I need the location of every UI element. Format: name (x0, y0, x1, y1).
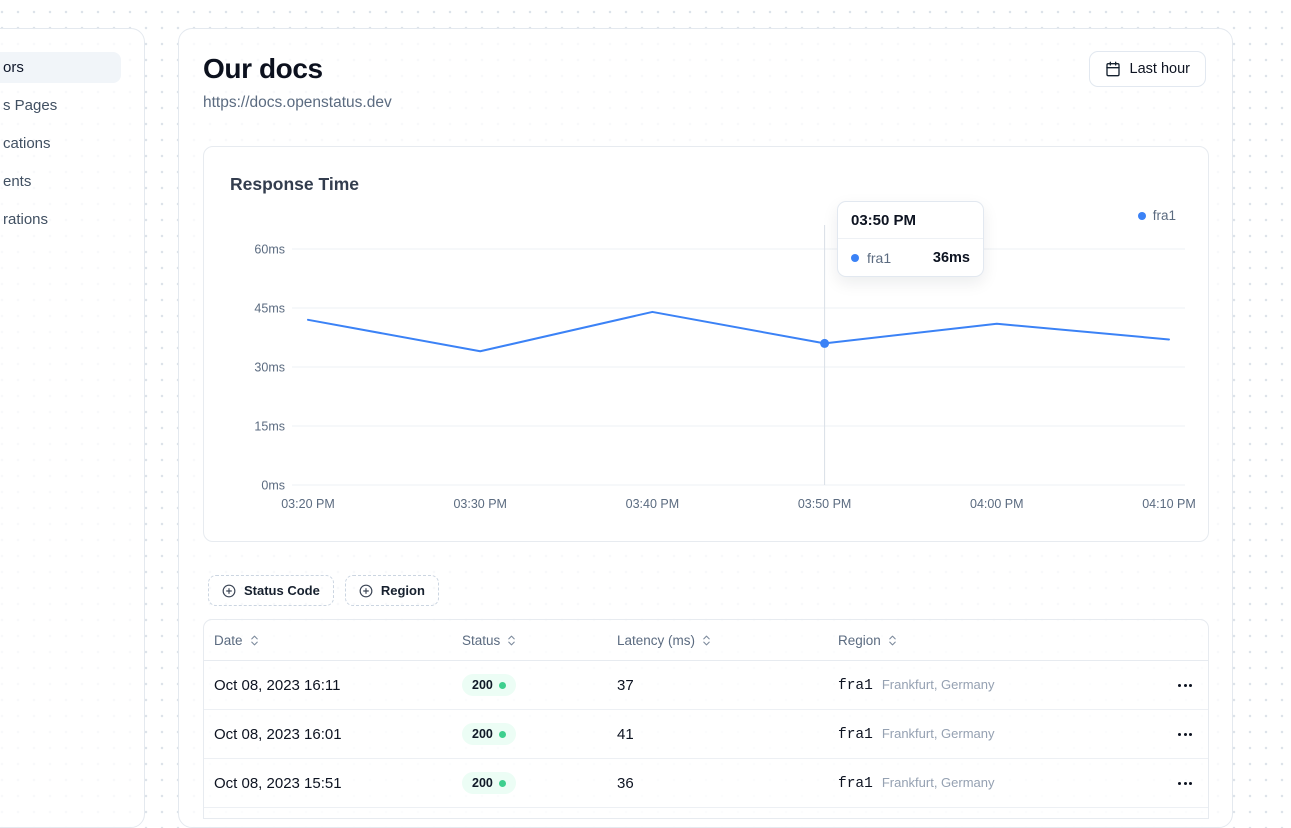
response-time-card: Response Time fra1 0ms 15ms 30ms 45ms 60ms 03… (203, 146, 1209, 542)
region-filter-button[interactable]: Region (344, 575, 439, 606)
table-row[interactable]: Oct 08, 2023 16:11 200 37 fra1 Frankfurt… (204, 661, 1208, 710)
sidebar-item-monitors[interactable]: ors (0, 52, 121, 83)
status-ok-dot (498, 681, 506, 689)
region-code: fra1 (838, 726, 873, 743)
cell-region: fra1 Frankfurt, Germany (838, 677, 1160, 694)
table-filters: Status Code Region (208, 575, 439, 606)
sidebar-item-integrations[interactable]: rations (0, 204, 121, 235)
sidebar-item-label: cations (3, 135, 51, 152)
legend-series-label: fra1 (1152, 208, 1176, 223)
cell-latency: 36 (617, 774, 634, 792)
column-header-region[interactable]: Region (838, 633, 1160, 648)
sidebar-item-label: ents (3, 173, 32, 190)
page-title: Our docs (203, 53, 323, 84)
cell-latency: 37 (617, 676, 634, 694)
cell-region: fra1 Frankfurt, Germany (838, 775, 1160, 792)
plus-circle-icon (359, 584, 373, 598)
status-ok-dot (498, 779, 506, 787)
page-header: Our docs https://docs.openstatus.dev (203, 53, 392, 112)
status-badge: 200 (462, 674, 516, 696)
y-tick-label: 45ms (254, 302, 285, 316)
sidebar: ors s Pages cations ents rations (0, 28, 145, 828)
tooltip-series-row: fra1 36ms (838, 239, 983, 276)
row-menu-button[interactable] (1176, 727, 1194, 742)
more-horizontal-icon (1178, 732, 1181, 736)
status-ok-dot (498, 730, 506, 738)
region-code: fra1 (838, 677, 873, 694)
status-badge: 200 (462, 772, 516, 794)
x-tick-label: 04:00 PM (970, 497, 1024, 511)
sidebar-nav-list: ors s Pages cations ents rations (0, 29, 144, 235)
status-code-filter-button[interactable]: Status Code (208, 575, 334, 606)
time-range-button[interactable]: Last hour (1088, 51, 1206, 87)
sidebar-item-label: s Pages (3, 97, 58, 114)
x-tick-label: 04:10 PM (1142, 497, 1196, 511)
x-tick-label: 03:20 PM (281, 497, 335, 511)
chevrons-up-down-icon (700, 634, 713, 647)
cell-region: fra1 Frankfurt, Germany (838, 726, 1160, 743)
column-header-latency[interactable]: Latency (ms) (617, 633, 838, 648)
region-name: Frankfurt, Germany (881, 774, 995, 790)
y-tick-label: 60ms (254, 243, 285, 257)
y-tick-label: 15ms (254, 420, 285, 434)
response-time-line (307, 310, 1170, 353)
row-menu-button[interactable] (1176, 776, 1194, 791)
more-horizontal-icon (1178, 781, 1181, 785)
sidebar-item-incidents[interactable]: ents (0, 166, 121, 197)
cell-date: Oct 08, 2023 16:01 (214, 725, 342, 743)
region-name: Frankfurt, Germany (881, 725, 995, 741)
y-tick-label: 30ms (254, 361, 285, 375)
response-time-plot[interactable]: 0ms 15ms 30ms 45ms 60ms 03:20 PM 03:30 PM 03:40… (204, 147, 1210, 543)
x-tick-label: 03:30 PM (453, 497, 507, 511)
tooltip-series-name: fra1 (867, 249, 892, 266)
monitor-url: https://docs.openstatus.dev (203, 94, 392, 111)
time-range-label: Last hour (1129, 61, 1190, 77)
monitor-detail-panel: Our docs https://docs.openstatus.dev Las… (178, 28, 1233, 828)
y-tick-label: 0ms (261, 479, 285, 493)
status-badge: 200 (462, 723, 516, 745)
sidebar-item-status-pages[interactable]: s Pages (0, 90, 121, 121)
chart-tooltip: 03:50 PM fra1 36ms (837, 201, 984, 277)
column-header-date[interactable]: Date (214, 633, 462, 648)
chevrons-up-down-icon (248, 634, 261, 647)
x-tick-label: 03:40 PM (626, 497, 680, 511)
sidebar-item-label: ors (3, 59, 24, 76)
cell-date: Oct 08, 2023 15:51 (214, 774, 342, 792)
region-code: fra1 (838, 775, 873, 792)
results-table: Date Status Latency (ms) Region (203, 619, 1209, 819)
tooltip-series-dot (851, 253, 859, 262)
cell-date: Oct 08, 2023 16:11 (214, 676, 341, 694)
calendar-icon (1105, 61, 1121, 77)
chart-title: Response Time (230, 174, 360, 194)
column-header-status[interactable]: Status (462, 633, 617, 648)
filter-label: Status Code (244, 583, 320, 598)
more-horizontal-icon (1178, 683, 1181, 687)
sidebar-item-notifications[interactable]: cations (0, 128, 121, 159)
x-tick-label: 03:50 PM (798, 497, 852, 511)
tooltip-series-value: 36ms (932, 249, 970, 266)
chart-legend[interactable]: fra1 (1137, 208, 1176, 223)
sidebar-item-label: rations (3, 211, 49, 228)
region-name: Frankfurt, Germany (881, 676, 995, 692)
tooltip-time: 03:50 PM (838, 202, 983, 239)
cell-latency: 41 (617, 725, 634, 743)
filter-label: Region (380, 583, 425, 598)
table-row[interactable]: Oct 08, 2023 16:01 200 41 fra1 Frankfurt… (204, 710, 1208, 759)
active-point-dot (820, 338, 830, 348)
row-menu-button[interactable] (1176, 678, 1194, 693)
plus-circle-icon (222, 584, 236, 598)
table-row[interactable]: Oct 08, 2023 15:51 200 36 fra1 Frankfurt… (204, 759, 1208, 808)
chevrons-up-down-icon (886, 634, 899, 647)
table-header-row: Date Status Latency (ms) Region (204, 620, 1208, 661)
chevrons-up-down-icon (505, 634, 518, 647)
legend-series-dot (1137, 211, 1146, 220)
